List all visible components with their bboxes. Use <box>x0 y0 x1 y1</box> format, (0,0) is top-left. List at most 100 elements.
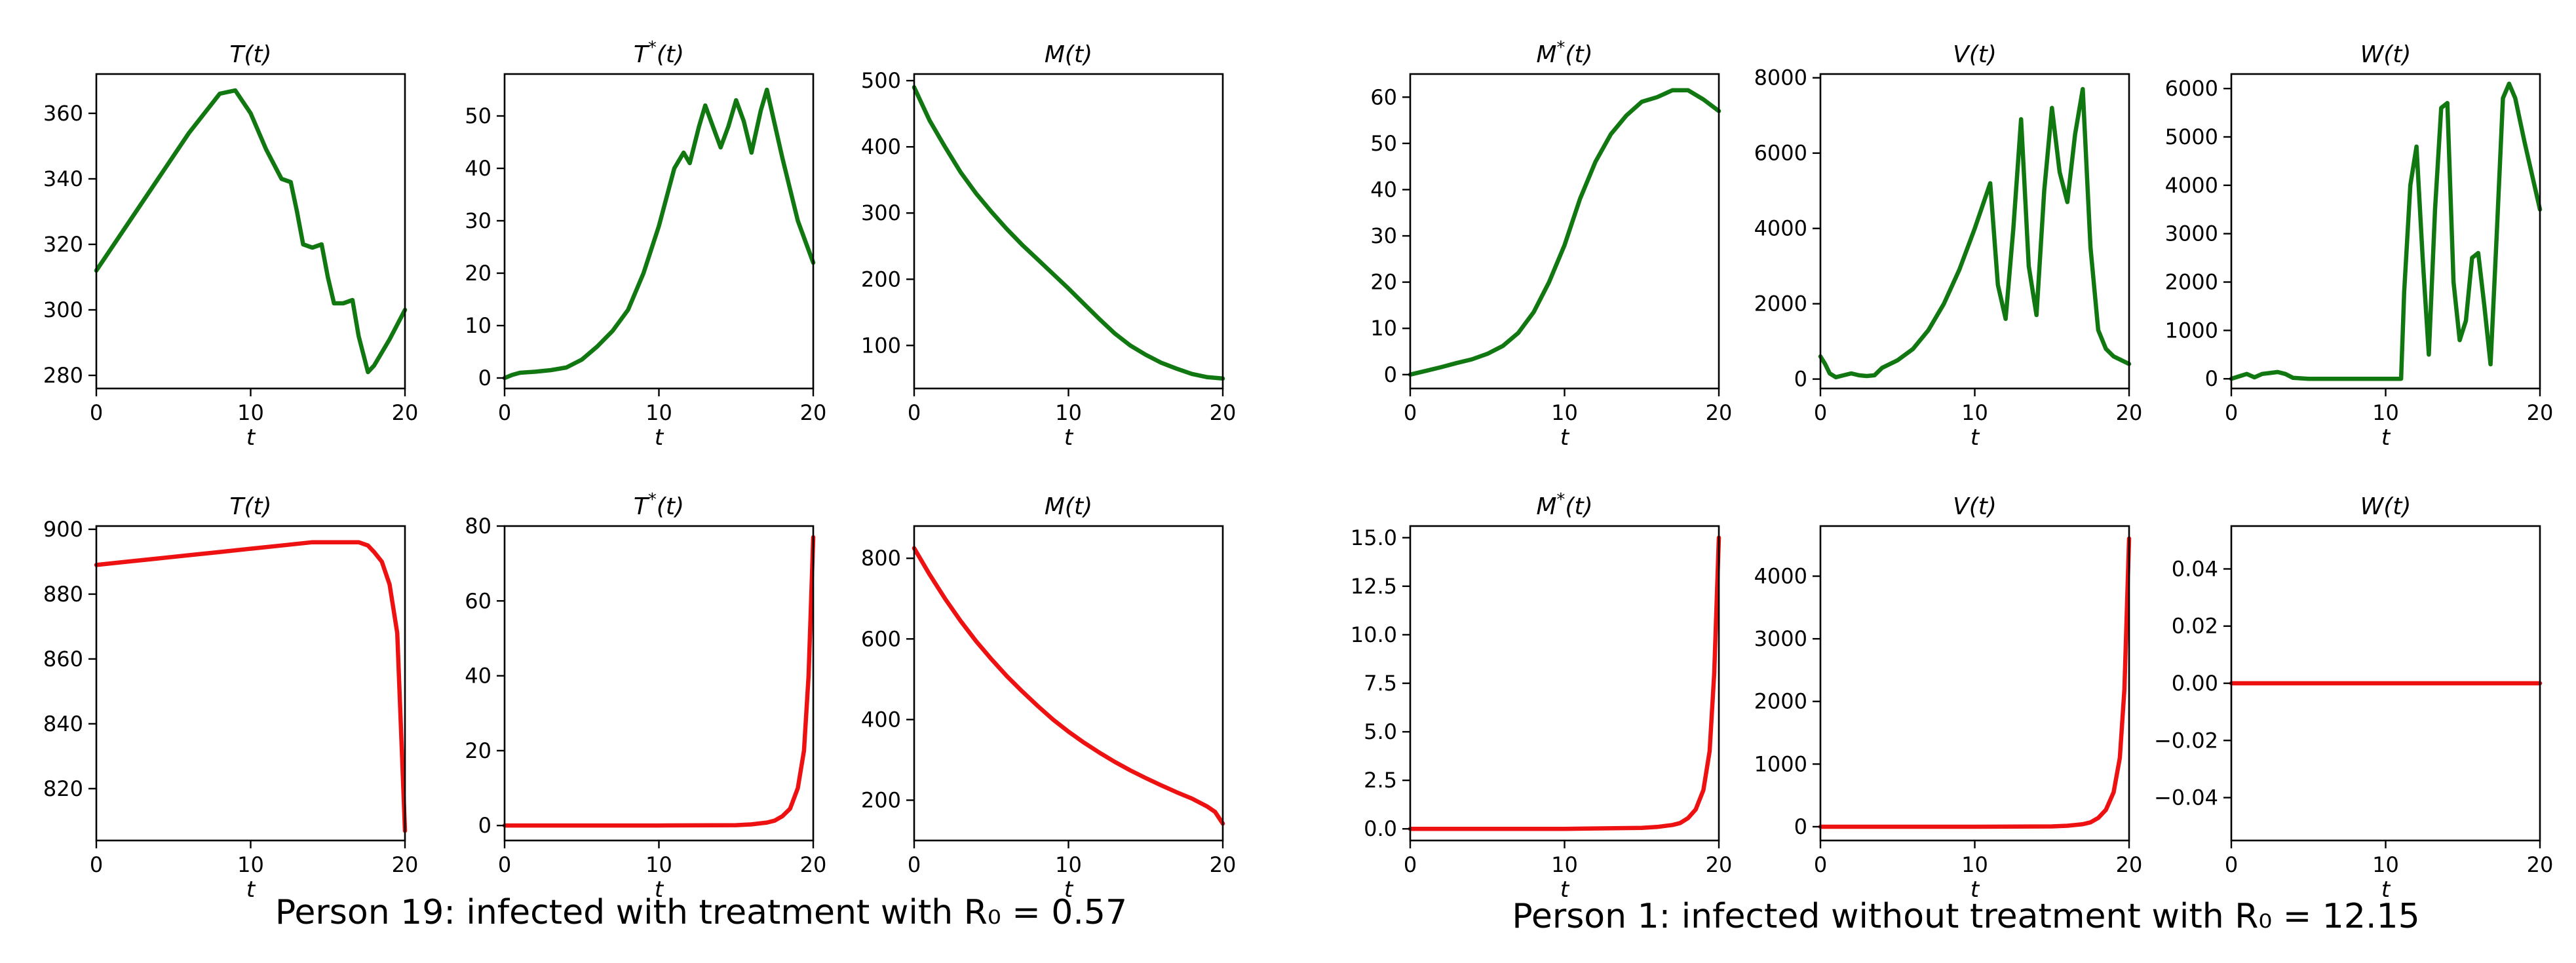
x-axis-label: t <box>1064 425 1074 451</box>
subplot-10: 0 10 20 0.0 2.5 5.0 7.5 10.0 12.5 15.0 t M*(t) <box>1351 490 1733 903</box>
y-tick-label: 5000 <box>2165 124 2218 149</box>
y-tick-label: 6000 <box>1754 141 1807 166</box>
x-tick-label: 0 <box>90 400 103 425</box>
y-tick-label: 340 <box>43 166 83 191</box>
series-line <box>94 88 408 375</box>
y-tick-label: 0 <box>1794 814 1807 839</box>
x-tick-label: 0 <box>498 852 511 877</box>
subplot-6: 0 10 20 0 1000 2000 3000 4000 5000 6000 t W(t) <box>2165 41 2554 451</box>
series-line <box>1818 86 2132 380</box>
x-tick-label: 10 <box>1055 852 1082 877</box>
x-tick-label: 20 <box>1210 852 1237 877</box>
axes-frame <box>1409 73 1720 390</box>
x-tick-label: 10 <box>237 400 264 425</box>
y-tick-label: 20 <box>465 738 491 763</box>
y-tick-label: 300 <box>43 297 83 322</box>
series-line <box>502 535 816 828</box>
y-tick-label: 30 <box>1370 223 1397 248</box>
x-tick-label: 0 <box>2225 400 2238 425</box>
y-tick-label: 2.5 <box>1364 768 1397 793</box>
x-axis-label: t <box>246 425 256 451</box>
x-axis-label: t <box>2381 425 2391 451</box>
y-tick-label: 20 <box>465 261 491 286</box>
y-tick-label: 0 <box>478 366 491 390</box>
y-tick-label: 40 <box>1370 177 1397 202</box>
y-tick-label: 320 <box>43 232 83 257</box>
y-tick-label: 840 <box>43 711 83 736</box>
y-tick-label: 2000 <box>1754 292 1807 316</box>
y-tick-label: 15.0 <box>1351 525 1397 550</box>
subplot-title: M(t) <box>1045 493 1092 520</box>
subplot-3: 0 10 20 100 200 300 400 500 t M(t) <box>861 41 1236 451</box>
x-tick-label: 10 <box>1551 400 1578 425</box>
y-tick-label: 820 <box>43 776 83 801</box>
subplot-12: 0 10 20 −0.04 −0.02 0.00 0.02 0.04 t W(t) <box>2154 493 2553 903</box>
x-tick-label: 20 <box>2527 852 2554 877</box>
x-tick-label: 20 <box>392 852 419 877</box>
x-tick-label: 20 <box>392 400 419 425</box>
subplot-4: 0 10 20 0 10 20 30 40 50 60 t M*(t) <box>1370 38 1732 451</box>
subplot-title: T(t) <box>229 493 271 520</box>
x-tick-label: 0 <box>2225 852 2238 877</box>
y-tick-label: 280 <box>43 363 83 388</box>
x-tick-label: 10 <box>1551 852 1578 877</box>
y-tick-label: 3000 <box>2165 221 2218 246</box>
y-tick-label: 10 <box>465 313 491 338</box>
x-tick-label: 20 <box>1706 400 1733 425</box>
series-line <box>1408 535 1721 831</box>
x-axis-label: t <box>246 877 256 903</box>
x-axis-label: t <box>655 877 664 903</box>
y-tick-label: 100 <box>861 333 901 358</box>
y-tick-label: 30 <box>465 208 491 233</box>
x-tick-label: 10 <box>2372 400 2399 425</box>
y-tick-label: 40 <box>465 664 491 689</box>
y-tick-label: 200 <box>861 787 901 812</box>
y-tick-label: 0.00 <box>2172 671 2218 696</box>
x-tick-label: 0 <box>498 400 511 425</box>
y-tick-label: 40 <box>465 156 491 181</box>
y-tick-label: 60 <box>1370 85 1397 109</box>
caption-treated: Person 19: infected with treatment with … <box>275 893 1127 932</box>
caption-untreated: Person 1: infected without treatment wit… <box>1512 897 2419 936</box>
y-tick-label: 6000 <box>2165 76 2218 101</box>
subplot-9: 0 10 20 200 400 600 800 t M(t) <box>861 493 1236 903</box>
y-tick-label: 4000 <box>1754 216 1807 241</box>
subplot-title: T*(t) <box>634 38 684 68</box>
y-tick-label: 0.0 <box>1364 816 1397 841</box>
subplot-title: W(t) <box>2360 493 2412 520</box>
y-tick-label: 2000 <box>1754 689 1807 714</box>
y-tick-label: 4000 <box>2165 173 2218 198</box>
y-tick-label: 60 <box>465 588 491 613</box>
subplot-11: 0 10 20 0 1000 2000 3000 4000 t V(t) <box>1754 493 2143 903</box>
subplot-title: M*(t) <box>1536 490 1592 520</box>
y-tick-label: 3000 <box>1754 626 1807 651</box>
x-tick-label: 20 <box>1706 852 1733 877</box>
y-tick-label: 8000 <box>1754 66 1807 90</box>
x-tick-label: 20 <box>1210 400 1237 425</box>
x-axis-label: t <box>2381 877 2391 903</box>
subplot-8: 0 10 20 0 20 40 60 80 t T*(t) <box>465 490 826 903</box>
axes-frame <box>1409 525 1720 842</box>
y-tick-label: 12.5 <box>1351 574 1397 599</box>
y-tick-label: 200 <box>861 267 901 292</box>
x-axis-label: t <box>1560 425 1570 451</box>
x-tick-label: 10 <box>1961 400 1988 425</box>
x-tick-label: 20 <box>800 400 827 425</box>
y-tick-label: 0.04 <box>2172 556 2218 581</box>
x-tick-label: 0 <box>1814 400 1827 425</box>
y-tick-label: 50 <box>1370 131 1397 156</box>
y-tick-label: 860 <box>43 647 83 671</box>
x-tick-label: 10 <box>645 852 672 877</box>
x-axis-label: t <box>1970 425 1980 451</box>
y-tick-label: 500 <box>861 68 901 93</box>
x-tick-label: 10 <box>1055 400 1082 425</box>
x-tick-label: 10 <box>1961 852 1988 877</box>
y-tick-label: 2000 <box>2165 270 2218 295</box>
y-tick-label: 900 <box>43 517 83 542</box>
x-tick-label: 0 <box>908 400 921 425</box>
y-tick-label: 400 <box>861 707 901 732</box>
subplot-title: W(t) <box>2360 41 2412 68</box>
subplot-7: 0 10 20 820 840 860 880 900 t T(t) <box>43 493 418 903</box>
